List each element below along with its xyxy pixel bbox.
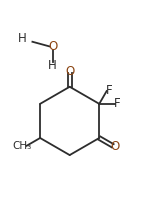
Text: F: F (106, 84, 112, 97)
Text: O: O (48, 40, 57, 53)
Text: F: F (114, 97, 120, 110)
Text: H: H (18, 32, 27, 45)
Text: O: O (110, 140, 120, 153)
Text: CH₃: CH₃ (12, 141, 32, 151)
Text: O: O (65, 65, 74, 78)
Text: H: H (48, 59, 57, 72)
